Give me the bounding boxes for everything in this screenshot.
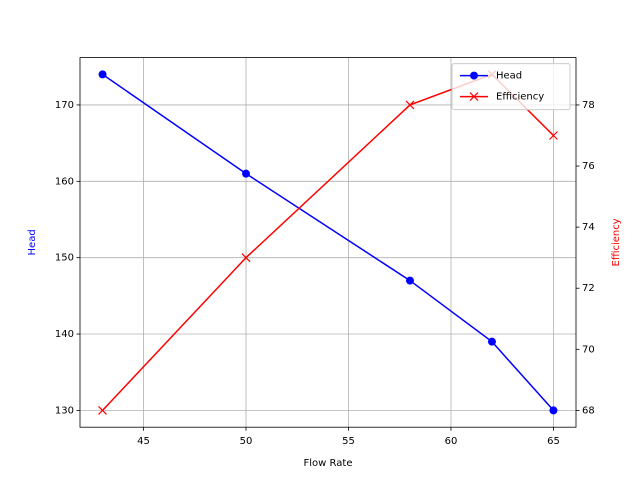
legend-label: Efficiency bbox=[496, 92, 544, 103]
y-tick-label: 160 bbox=[55, 176, 74, 187]
y2-tick-label: 74 bbox=[582, 222, 595, 233]
data-point bbox=[98, 70, 107, 79]
x-tick-label: 45 bbox=[137, 436, 150, 447]
x-tick-label: 55 bbox=[342, 436, 355, 447]
y-tick-label: 140 bbox=[55, 329, 74, 340]
y2-tick-label: 78 bbox=[582, 100, 595, 111]
data-point bbox=[549, 131, 558, 140]
data-point bbox=[405, 276, 414, 285]
x-axis-label: Flow Rate bbox=[304, 458, 353, 469]
data-point bbox=[242, 169, 251, 178]
y2-tick-label: 68 bbox=[582, 405, 595, 416]
data-point bbox=[549, 406, 558, 415]
legend-marker bbox=[470, 71, 478, 80]
x-tick-label: 60 bbox=[445, 436, 458, 447]
legend-label: Head bbox=[496, 71, 522, 82]
y-tick-label: 170 bbox=[55, 100, 74, 111]
axes-frame bbox=[79, 57, 577, 428]
y-tick-label: 130 bbox=[55, 405, 74, 416]
y2-tick-label: 72 bbox=[582, 283, 595, 294]
legend-marker bbox=[469, 92, 479, 102]
y-tick-label: 150 bbox=[55, 253, 74, 264]
data-point bbox=[241, 253, 251, 263]
y-axis-label: Head bbox=[27, 229, 38, 255]
y2-tick-label: 70 bbox=[582, 344, 595, 355]
data-point bbox=[405, 100, 415, 110]
data-point bbox=[98, 405, 107, 415]
x-tick-label: 65 bbox=[547, 436, 560, 447]
data-point bbox=[487, 337, 496, 346]
x-tick-label: 50 bbox=[240, 436, 253, 447]
y2-axis-label: Efficiency bbox=[611, 218, 622, 266]
y2-tick-label: 76 bbox=[582, 161, 595, 172]
